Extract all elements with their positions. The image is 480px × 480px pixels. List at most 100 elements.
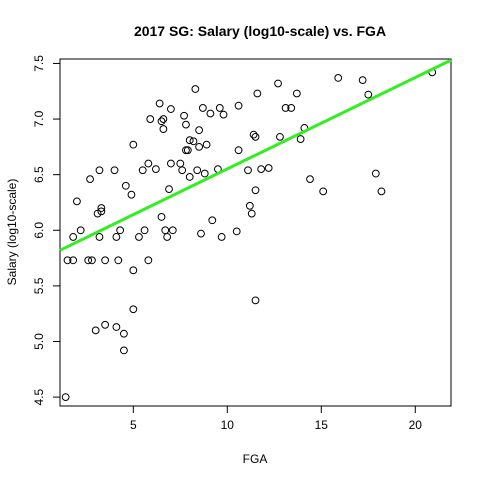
data-point: [202, 140, 211, 149]
data-point: [146, 115, 155, 123]
data-point: [144, 256, 153, 265]
data-point: [144, 159, 153, 168]
y-tick-label: 4.5: [32, 388, 46, 405]
y-axis: 4.5 5.0 5.5 6.0 6.5 7.0 7.5: [32, 55, 61, 405]
data-point: [63, 256, 72, 265]
data-point: [88, 256, 96, 265]
data-point: [195, 126, 204, 135]
data-point: [180, 111, 188, 120]
data-point: [138, 166, 147, 175]
regression-line-group: [59, 58, 452, 252]
data-point: [129, 305, 138, 314]
data-points: [61, 68, 437, 402]
data-point: [247, 209, 256, 218]
data-point: [165, 185, 173, 194]
y-tick-label: 5.5: [32, 277, 46, 294]
data-point: [244, 166, 252, 175]
y-axis-label: Salary (log10-scale): [5, 179, 19, 286]
data-point: [129, 140, 138, 149]
data-point: [135, 233, 143, 241]
data-point: [182, 120, 190, 129]
data-point: [251, 186, 260, 195]
data-point: [116, 226, 125, 235]
data-point: [61, 393, 70, 402]
data-point: [334, 74, 343, 82]
data-point: [163, 233, 172, 241]
data-point: [276, 132, 284, 141]
data-point: [110, 166, 119, 175]
data-point: [129, 266, 138, 275]
data-point: [234, 146, 243, 155]
data-point: [167, 159, 175, 168]
data-point: [120, 329, 128, 338]
x-tick-label: 5: [130, 418, 137, 432]
data-point: [251, 296, 260, 305]
data-point: [193, 166, 202, 175]
data-point: [292, 89, 301, 98]
data-point: [69, 233, 78, 241]
data-point: [155, 99, 164, 108]
data-point: [159, 115, 168, 123]
data-point: [101, 320, 110, 329]
data-point: [198, 104, 207, 112]
x-axis-label: FGA: [243, 452, 268, 466]
data-point: [296, 135, 305, 143]
data-point: [371, 169, 380, 178]
x-tick-label: 20: [409, 418, 423, 432]
data-point: [93, 209, 102, 218]
data-point: [178, 166, 187, 175]
data-point: [195, 142, 204, 151]
data-point: [189, 137, 198, 146]
data-point: [76, 226, 85, 235]
y-tick-label: 6.0: [32, 222, 46, 239]
data-point: [168, 226, 177, 235]
data-point: [257, 165, 266, 174]
y-tick-label: 7.5: [32, 55, 46, 72]
data-point: [364, 90, 373, 99]
data-point: [251, 132, 260, 141]
data-point: [358, 76, 367, 85]
data-point: [219, 110, 228, 119]
data-point: [112, 233, 121, 241]
data-point: [191, 85, 200, 93]
data-point: [91, 326, 100, 335]
data-point: [159, 125, 168, 133]
data-point: [120, 346, 128, 355]
data-point: [167, 105, 175, 113]
regression-line: [59, 58, 452, 252]
data-point: [234, 101, 243, 110]
data-point: [281, 104, 290, 112]
x-tick-label: 10: [221, 418, 235, 432]
y-tick-label: 7.0: [32, 110, 46, 127]
data-point: [121, 181, 130, 190]
data-point: [245, 201, 254, 210]
data-point: [157, 213, 166, 221]
data-point: [95, 233, 104, 241]
data-point: [114, 256, 123, 265]
data-point: [140, 226, 149, 235]
data-point: [264, 164, 273, 172]
data-point: [157, 117, 166, 126]
y-tick-label: 5.0: [32, 333, 46, 350]
x-tick-label: 15: [315, 418, 329, 432]
data-point: [253, 89, 262, 98]
data-point: [377, 187, 386, 196]
data-point: [101, 256, 110, 265]
data-point: [69, 256, 78, 265]
data-point: [183, 146, 192, 155]
data-point: [206, 109, 215, 118]
data-point: [73, 197, 81, 206]
data-point: [232, 227, 241, 236]
data-point: [127, 190, 136, 199]
chart-title: 2017 SG: Salary (log10-scale) vs. FGA: [134, 23, 386, 39]
data-point: [287, 104, 296, 112]
data-point: [97, 207, 106, 216]
data-point: [319, 187, 328, 196]
data-point: [112, 323, 121, 331]
data-point: [274, 79, 282, 88]
data-point: [151, 165, 160, 174]
data-point: [97, 204, 106, 212]
data-point: [200, 169, 209, 178]
data-point: [86, 175, 94, 184]
